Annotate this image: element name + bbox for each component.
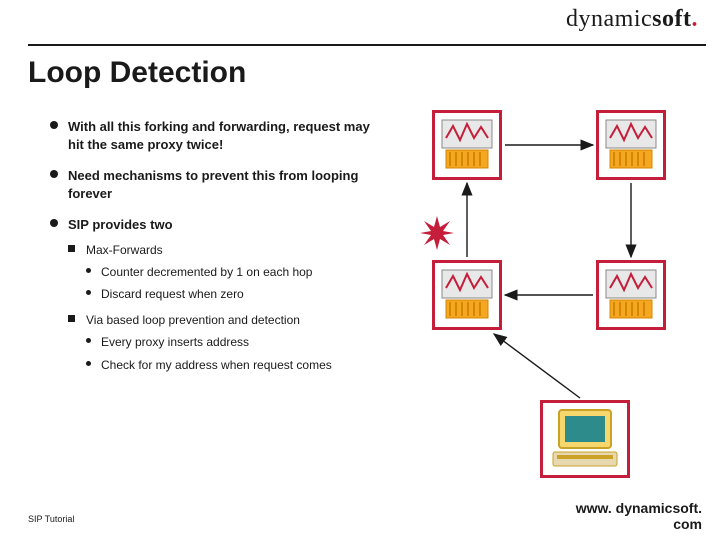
server-node-4 xyxy=(596,260,666,330)
server-node-3 xyxy=(432,260,502,330)
loop-diagram xyxy=(0,0,720,500)
server-node-2 xyxy=(596,110,666,180)
client-node xyxy=(540,400,630,478)
footer-right: www. dynamicsoft. com xyxy=(576,500,702,532)
server-node-1 xyxy=(432,110,502,180)
footer-url-1: www. dynamicsoft. xyxy=(576,500,702,516)
arrow-upleft xyxy=(494,334,580,398)
footer-url-2: com xyxy=(673,516,702,532)
footer-left: SIP Tutorial xyxy=(28,514,74,524)
collision-icon xyxy=(420,216,454,256)
